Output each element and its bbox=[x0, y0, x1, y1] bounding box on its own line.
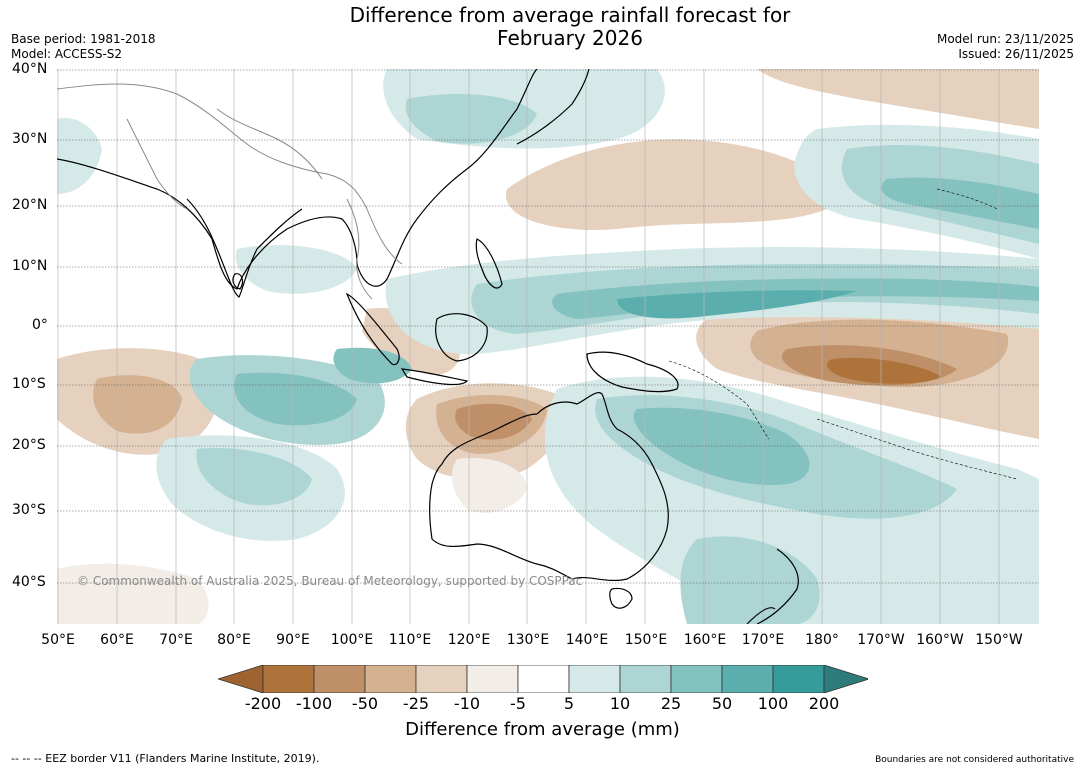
legend-colorbar bbox=[218, 665, 868, 693]
model-info: Base period: 1981-2018 Model: ACCESS-S2 bbox=[11, 32, 156, 62]
legend-swatch bbox=[568, 665, 621, 693]
lat-label-20s: 20°S bbox=[12, 437, 46, 453]
lat-label-30n: 30°N bbox=[12, 131, 48, 147]
lon-label-170w: 170°W bbox=[857, 632, 905, 648]
legend-tick: 50 bbox=[711, 694, 733, 713]
wetter-regions bbox=[57, 69, 1039, 624]
lon-label-130e: 130°E bbox=[506, 632, 550, 648]
legend-swatch bbox=[466, 665, 519, 693]
title-line-2: February 2026 bbox=[497, 26, 643, 50]
legend-tick: 5 bbox=[563, 694, 575, 713]
legend-swatch bbox=[262, 665, 315, 693]
sri-lanka-coastline bbox=[232, 273, 244, 290]
rainfall-map: © Commonwealth of Australia 2025, Bureau… bbox=[57, 69, 1039, 624]
legend-swatch bbox=[721, 665, 774, 693]
lon-label-60e: 60°E bbox=[100, 632, 134, 648]
lon-label-160w: 160°W bbox=[916, 632, 964, 648]
sumatra-coastline bbox=[345, 292, 400, 366]
lat-label-10n: 10°N bbox=[12, 258, 48, 274]
title-line-1: Difference from average rainfall forecas… bbox=[349, 3, 791, 27]
legend-swatches bbox=[218, 665, 868, 693]
legend-tick: 100 bbox=[757, 694, 789, 713]
boundaries-disclaimer: Boundaries are not considered authoritat… bbox=[875, 755, 1074, 765]
lon-label-150w: 150°W bbox=[975, 632, 1023, 648]
model-run: Model run: 23/11/2025 bbox=[936, 32, 1074, 46]
lon-label-110e: 110°E bbox=[388, 632, 432, 648]
legend-tick: 200 bbox=[808, 694, 840, 713]
legend-swatch bbox=[772, 665, 825, 693]
legend-title: Difference from average (mm) bbox=[405, 719, 680, 740]
java-coastline bbox=[400, 368, 469, 386]
legend-tick: -200 bbox=[244, 694, 282, 713]
lon-label-90e: 90°E bbox=[276, 632, 310, 648]
australia-coastline bbox=[429, 392, 669, 582]
lat-label-10s: 10°S bbox=[12, 376, 46, 392]
lat-label-40n: 40°N bbox=[12, 61, 48, 77]
lon-label-140e: 140°E bbox=[565, 632, 609, 648]
lon-label-160e: 160°E bbox=[683, 632, 727, 648]
country-borders bbox=[57, 83, 403, 300]
legend-tick: -25 bbox=[402, 694, 430, 713]
eez-footnote: -- -- -- EEZ border V11 (Flanders Marine… bbox=[11, 752, 320, 765]
legend-tick: -50 bbox=[351, 694, 379, 713]
lon-label-80e: 80°E bbox=[217, 632, 251, 648]
legend-swatch bbox=[670, 665, 723, 693]
philippines-coastline bbox=[475, 238, 503, 289]
copyright-notice: © Commonwealth of Australia 2025, Bureau… bbox=[77, 574, 583, 588]
coastlines bbox=[57, 69, 799, 624]
legend-tick: 25 bbox=[660, 694, 682, 713]
lat-label-20n: 20°N bbox=[12, 197, 48, 213]
legend-tick: -100 bbox=[295, 694, 333, 713]
lon-label-120e: 120°E bbox=[447, 632, 491, 648]
borneo-coastline bbox=[435, 313, 488, 362]
drier-regions bbox=[57, 69, 1039, 624]
asia-coastline bbox=[57, 69, 538, 290]
model-name: Model: ACCESS-S2 bbox=[11, 47, 123, 61]
run-info: Model run: 23/11/2025 Issued: 26/11/2025 bbox=[937, 32, 1074, 62]
eez-borders bbox=[668, 188, 1018, 480]
graticule bbox=[57, 69, 1000, 624]
lon-label-170e: 170°E bbox=[741, 632, 785, 648]
legend-tick: 10 bbox=[609, 694, 631, 713]
legend-swatch bbox=[517, 665, 570, 693]
legend-swatch bbox=[364, 665, 417, 693]
issued-date: Issued: 26/11/2025 bbox=[958, 47, 1074, 61]
lon-label-50e: 50°E bbox=[41, 632, 75, 648]
india-coastline bbox=[186, 198, 303, 298]
tasmania-coastline bbox=[609, 587, 633, 609]
base-period: Base period: 1981-2018 bbox=[11, 32, 156, 46]
legend-tick: -5 bbox=[510, 694, 526, 713]
new-zealand-coastline bbox=[746, 548, 799, 624]
japan-coastline bbox=[516, 69, 590, 145]
lat-label-40s: 40°S bbox=[12, 574, 46, 590]
legend-swatch bbox=[823, 665, 868, 693]
legend-swatch bbox=[619, 665, 672, 693]
lat-label-0: 0° bbox=[32, 317, 48, 333]
lat-label-30s: 30°S bbox=[12, 502, 46, 518]
lon-label-70e: 70°E bbox=[159, 632, 193, 648]
legend-tick: -10 bbox=[453, 694, 481, 713]
lon-label-180: 180° bbox=[805, 632, 839, 648]
legend-swatch bbox=[415, 665, 468, 693]
map-canvas bbox=[57, 69, 1039, 624]
new-guinea-coastline bbox=[586, 351, 679, 393]
legend-swatch bbox=[313, 665, 366, 693]
map-title: Difference from average rainfall forecas… bbox=[270, 4, 870, 50]
lon-label-100e: 100°E bbox=[330, 632, 374, 648]
lon-label-150e: 150°E bbox=[624, 632, 668, 648]
legend-swatch bbox=[218, 665, 264, 693]
